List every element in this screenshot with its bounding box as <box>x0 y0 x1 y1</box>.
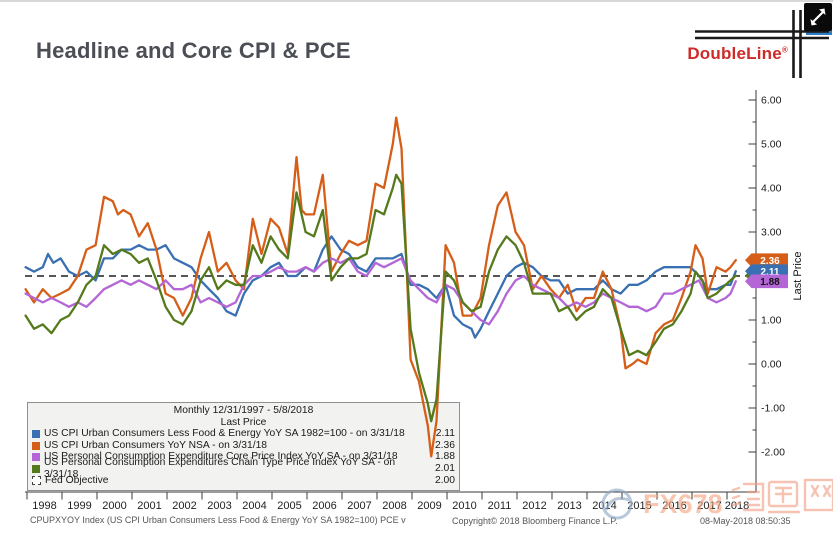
price-tag-core_pce <box>745 274 788 289</box>
x-tick-label-1998: 1998 <box>32 500 56 512</box>
doubleline-wordmark: DoubleLine® <box>687 44 788 64</box>
copyright-text: Copyright© 2018 Bloomberg Finance L.P. <box>452 516 618 526</box>
y-tick-label--1.00: -1.00 <box>761 403 785 415</box>
series-line-core_cpi <box>24 235 737 339</box>
expand-icon[interactable] <box>804 3 832 31</box>
series-line-core_pce <box>24 257 737 326</box>
y-tick-label-1.00: 1.00 <box>761 315 782 327</box>
legend-row-headline-pce: US Personal Consumption Expenditures Cha… <box>32 457 455 480</box>
chart-legend: Monthly 12/31/1997 - 5/8/2018 Last Price… <box>27 402 460 491</box>
fx678-globe-icon <box>601 488 633 520</box>
watermark-fx678-text: FX678 <box>643 489 723 519</box>
legend-label: US CPI Urban Consumers YoY NSA - on 3/31… <box>44 439 268 451</box>
price-tag-value-headline_cpi: 2.36 <box>760 256 780 267</box>
legend-value: 2.00 <box>434 474 455 486</box>
x-tick-label-2012: 2012 <box>522 500 546 512</box>
y-tick-label-3.00: 3.00 <box>761 227 782 239</box>
x-tick-label-2008: 2008 <box>382 500 406 512</box>
y-tick-label-5.00: 5.00 <box>761 139 782 151</box>
y-tick-label-0.00: 0.00 <box>761 359 782 371</box>
legend-label: US Personal Consumption Expenditures Cha… <box>44 457 396 480</box>
x-tick-label-2006: 2006 <box>312 500 336 512</box>
x-tick-label-2011: 2011 <box>488 500 512 512</box>
x-tick-label-2005: 2005 <box>277 500 301 512</box>
expand-arrows-glyph <box>810 8 826 26</box>
price-tag-core_cpi <box>745 264 788 278</box>
x-tick-label-2003: 2003 <box>207 500 231 512</box>
legend-row-core-cpi: US CPI Urban Consumers Less Food & Energ… <box>32 428 455 440</box>
timestamp-text: 08-May-2018 08:50:35 <box>700 516 791 526</box>
series-line-headline_pce <box>24 173 737 423</box>
doubleline-brand-text: DoubleLine <box>687 44 782 63</box>
legend-row-fed-objective: Fed Objective 2.00 <box>32 475 455 487</box>
x-tick-label-2010: 2010 <box>452 500 476 512</box>
x-tick-label-2009: 2009 <box>417 500 441 512</box>
price-tag-value-core_pce: 1.88 <box>760 277 780 288</box>
registered-mark: ® <box>781 45 788 55</box>
y-tick-label-2.00: 2.00 <box>761 271 782 283</box>
y-axis-title-last-price: Last Price <box>792 252 804 301</box>
y-tick-label-6.00: 6.00 <box>761 95 782 107</box>
legend-value: 1.88 <box>434 451 455 463</box>
legend-label: US CPI Urban Consumers Less Food & Energ… <box>44 428 405 440</box>
watermark-cjk-glyphs <box>731 478 833 514</box>
x-tick-label-2004: 2004 <box>242 500 266 512</box>
price-tag-headline_pce <box>745 268 788 283</box>
x-tick-label-2002: 2002 <box>172 500 196 512</box>
x-tick-label-2007: 2007 <box>347 500 371 512</box>
x-tick-label-2013: 2013 <box>557 500 581 512</box>
y-tick-label--2.00: -2.00 <box>761 447 785 459</box>
x-tick-label-2001: 2001 <box>137 500 161 512</box>
x-tick-label-2000: 2000 <box>102 500 126 512</box>
ticker-field[interactable]: CPUPXYOY Index (US CPI Urban Consumers L… <box>30 515 406 525</box>
price-tag-value-core_cpi: 2.11 <box>761 267 780 278</box>
legend-period: Monthly 12/31/1997 - 5/8/2018 <box>173 405 314 416</box>
x-tick-label-1999: 1999 <box>67 500 91 512</box>
price-tag-headline_cpi <box>745 253 788 267</box>
core-cpi-swatch-icon <box>32 429 40 438</box>
legend-value: 2.11 <box>435 428 455 440</box>
legend-value: 2.36 <box>434 439 455 451</box>
headline-cpi-swatch-icon <box>32 441 40 450</box>
legend-label: Fed Objective <box>45 474 109 486</box>
y-tick-label-4.00: 4.00 <box>761 183 782 195</box>
fed-objective-dashed-swatch-icon <box>32 475 41 485</box>
price-tag-value-headline_pce: 2.01 <box>760 271 780 282</box>
page-title: Headline and Core CPI & PCE <box>36 38 351 63</box>
headline-pce-swatch-icon <box>32 464 40 473</box>
legend-last-price-heading: Last Price <box>220 416 267 428</box>
legend-row-headline-cpi: US CPI Urban Consumers YoY NSA - on 3/31… <box>32 440 455 452</box>
fx678-watermark: FX678 <box>601 478 833 520</box>
legend-value: 2.01 <box>434 462 455 474</box>
core-pce-swatch-icon <box>32 453 40 462</box>
